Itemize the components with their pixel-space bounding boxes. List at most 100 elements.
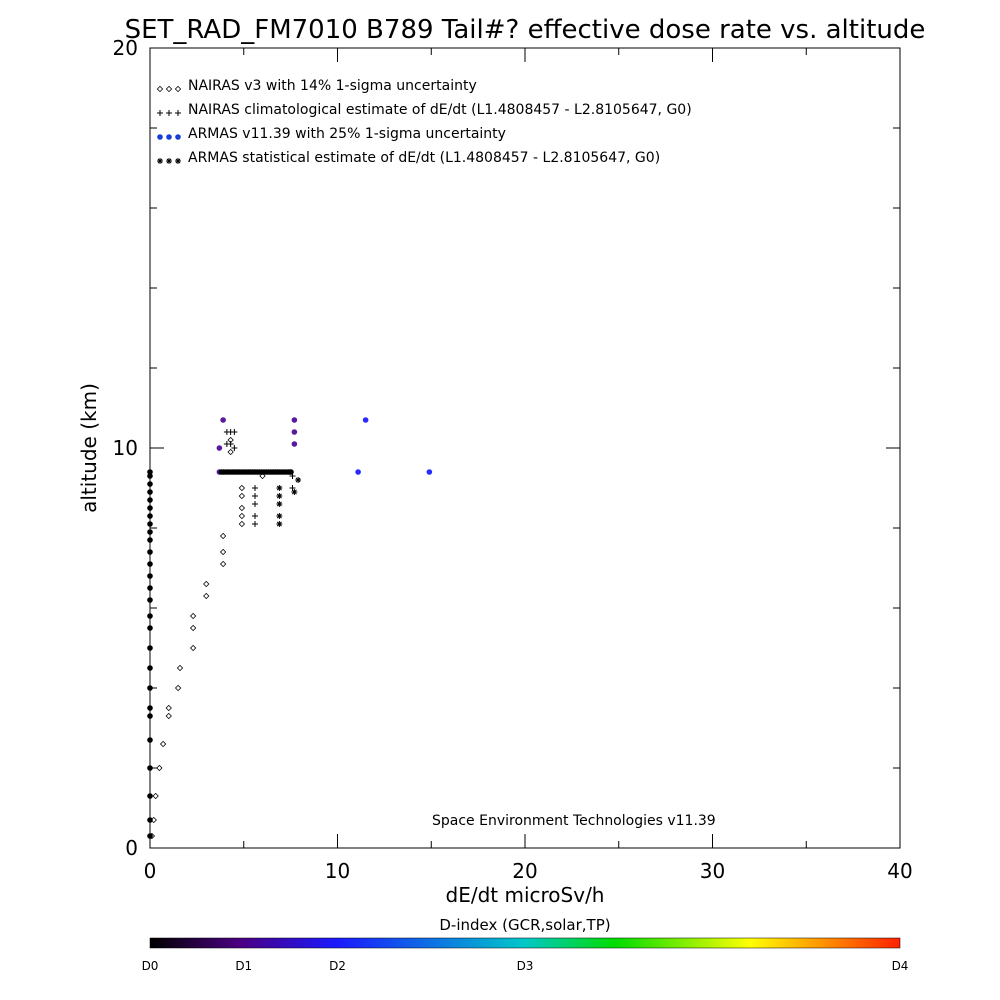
data-point <box>176 664 184 672</box>
data-point <box>147 497 153 503</box>
data-point <box>147 481 153 487</box>
data-point <box>227 448 234 456</box>
data-point <box>291 489 298 495</box>
data-point <box>219 532 227 540</box>
data-point <box>189 644 197 652</box>
colorbar-label: D2 <box>329 959 346 973</box>
data-point <box>231 429 238 435</box>
data-point <box>147 793 153 799</box>
data-point <box>238 504 246 512</box>
data-point <box>147 613 153 619</box>
colorbar <box>149 937 901 949</box>
colorbar-label: D1 <box>235 959 252 973</box>
data-point <box>295 477 302 483</box>
data-point <box>147 585 153 591</box>
data-point <box>291 417 298 423</box>
legend-marker-d <box>157 158 163 164</box>
legend-label: NAIRAS v3 with 14% 1-sigma uncertainty <box>188 78 477 94</box>
data-point <box>203 592 210 600</box>
data-point <box>147 561 153 567</box>
legend-label: ARMAS v11.39 with 25% 1-sigma uncertaint… <box>188 126 506 142</box>
data-point <box>220 417 226 423</box>
data-point <box>219 548 227 556</box>
data-point <box>147 469 153 475</box>
data-point <box>152 792 159 800</box>
chart-title: SET_RAD_FM7010 B789 Tail#? effective dos… <box>125 15 926 45</box>
data-point <box>252 501 258 507</box>
data-point <box>147 513 153 519</box>
colorbar-label: D0 <box>142 959 159 973</box>
legend-marker-d <box>166 158 172 164</box>
data-point <box>147 473 153 479</box>
data-point <box>147 645 153 651</box>
x-tick-label: 0 <box>144 859 157 883</box>
data-point <box>252 493 258 499</box>
data-point <box>147 833 153 839</box>
data-point <box>276 493 283 499</box>
data-point <box>238 520 246 528</box>
data-point <box>288 469 294 475</box>
legend-marker <box>175 134 181 140</box>
legend-marker <box>166 158 172 164</box>
data-point-d <box>276 513 282 519</box>
data-point-d <box>276 521 282 527</box>
colorbar-title: D-index (GCR,solar,TP) <box>439 916 610 934</box>
data-point <box>227 441 234 447</box>
data-point <box>259 472 266 480</box>
data-point <box>147 529 153 535</box>
legend-marker <box>157 134 163 140</box>
legend-marker-d <box>175 158 181 164</box>
credit-annotation: Space Environment Technologies v11.39 <box>432 813 716 829</box>
y-tick-label: 0 <box>125 836 138 860</box>
data-point <box>276 521 283 527</box>
data-point <box>147 549 153 555</box>
legend-marker <box>174 85 182 93</box>
data-point <box>165 712 172 720</box>
data-point <box>165 704 172 712</box>
data-point-d <box>291 489 297 495</box>
data-point <box>159 740 167 748</box>
data-point <box>216 445 223 451</box>
y-axis-label: altitude (km) <box>77 383 101 513</box>
data-point-d <box>276 493 282 499</box>
data-point <box>147 665 153 671</box>
legend-marker <box>175 158 181 164</box>
data-point-d <box>295 477 301 483</box>
data-point <box>231 445 238 451</box>
legend-marker <box>166 134 172 140</box>
data-point <box>147 489 153 495</box>
colorbar-labels: D0 D1 D2 D3 D4 <box>142 959 909 973</box>
legend-marker <box>175 110 181 116</box>
x-tick-label: 30 <box>700 859 725 883</box>
x-tick-label: 20 <box>512 859 537 883</box>
data-point <box>147 713 153 719</box>
y-tick-label: 10 <box>113 436 138 460</box>
data-point <box>147 505 153 511</box>
legend-marker <box>156 85 164 93</box>
legend: NAIRAS v3 with 14% 1-sigma uncertainty NA… <box>156 78 692 166</box>
data-point <box>147 625 153 631</box>
data-point <box>252 521 258 527</box>
data-point <box>238 492 246 500</box>
data-point <box>362 417 369 423</box>
data-point <box>189 624 197 632</box>
data-point <box>147 817 153 823</box>
data-point <box>276 513 283 519</box>
data-point <box>276 501 283 507</box>
data-point <box>291 441 298 447</box>
axis-ticks <box>149 47 901 849</box>
data-point <box>238 512 246 520</box>
data-point <box>147 597 153 603</box>
data-point <box>147 737 153 743</box>
data-point <box>203 580 210 588</box>
legend-marker <box>157 158 163 164</box>
data-point <box>147 705 153 711</box>
data-point <box>147 573 153 579</box>
data-point <box>156 764 163 772</box>
data-point <box>174 684 182 692</box>
x-tick-label: 40 <box>887 859 912 883</box>
data-point <box>276 485 283 491</box>
data-point <box>291 429 298 435</box>
data-point <box>147 765 153 771</box>
y-tick-label: 20 <box>113 36 138 60</box>
